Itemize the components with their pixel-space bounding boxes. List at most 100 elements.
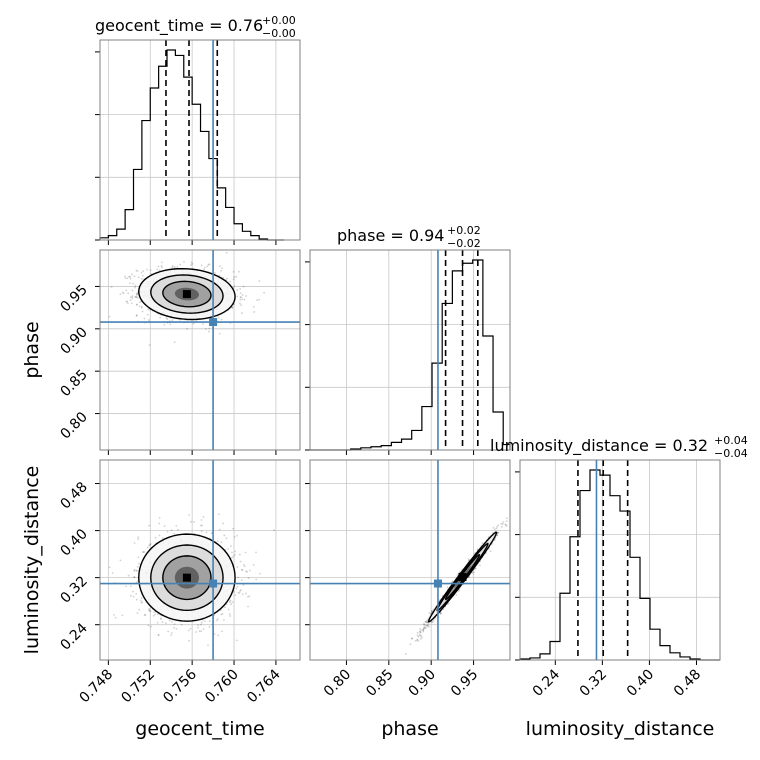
- sample-point: [231, 601, 234, 604]
- sample-point: [159, 316, 162, 319]
- x-tick-label-phase: 0.95: [448, 667, 481, 700]
- x-tick-label-luminosity-distance: 0.24: [530, 666, 563, 699]
- sample-point: [147, 624, 150, 627]
- sample-point: [129, 299, 132, 301]
- sample-point: [110, 286, 113, 288]
- sample-point: [170, 529, 173, 531]
- sample-point: [195, 631, 197, 633]
- sample-point: [451, 580, 454, 583]
- x-tick-label-luminosity-distance: 0.48: [671, 667, 704, 700]
- sample-point: [232, 286, 235, 289]
- sample-point: [121, 291, 124, 294]
- sample-point: [493, 528, 496, 531]
- sample-point: [149, 610, 152, 613]
- sample-point: [148, 524, 151, 527]
- sample-point: [504, 523, 507, 526]
- sample-point: [425, 626, 427, 629]
- sample-point: [108, 315, 111, 318]
- sample-point: [228, 613, 231, 616]
- sample-point: [426, 624, 429, 627]
- sample-point: [217, 540, 219, 543]
- sample-point: [133, 576, 136, 578]
- sample-point: [414, 639, 417, 642]
- sample-point: [419, 631, 422, 634]
- sample-point: [425, 620, 427, 623]
- sample-point: [125, 289, 128, 292]
- sample-point: [232, 278, 235, 281]
- sample-point: [140, 271, 143, 274]
- sample-point: [416, 631, 419, 634]
- sample-point: [175, 525, 178, 527]
- sample-point: [137, 538, 139, 541]
- sample-point: [136, 612, 139, 614]
- sample-point: [213, 633, 216, 635]
- sample-point: [500, 522, 503, 525]
- sample-point: [134, 286, 136, 289]
- sample-point: [223, 534, 226, 537]
- sample-point: [245, 592, 247, 595]
- sample-point: [148, 609, 151, 612]
- sample-point: [230, 545, 232, 548]
- sample-point: [134, 284, 137, 287]
- sample-point: [168, 619, 171, 622]
- sample-point: [183, 260, 185, 263]
- sample-point: [148, 344, 151, 347]
- sample-point: [129, 594, 132, 597]
- sample-point: [169, 323, 172, 326]
- sample-point: [422, 622, 425, 625]
- sample-point: [217, 513, 220, 516]
- sample-point: [240, 296, 242, 299]
- sample-point: [217, 317, 220, 319]
- sample-point: [173, 533, 176, 535]
- sample-point: [224, 606, 226, 609]
- truth-marker: [209, 318, 218, 327]
- sample-point: [205, 531, 208, 534]
- sample-point: [467, 559, 470, 562]
- sample-point: [478, 564, 481, 567]
- sample-point: [214, 272, 216, 274]
- sample-point: [202, 628, 205, 631]
- title-geocent-time: geocent_time = 0.76: [95, 16, 263, 36]
- sample-point: [114, 616, 117, 619]
- sample-point: [132, 590, 134, 593]
- panel-border: [519, 459, 721, 661]
- sample-point: [135, 314, 138, 317]
- sample-point: [208, 327, 211, 330]
- sample-point: [143, 614, 146, 616]
- sample-point: [154, 613, 156, 616]
- density-panel-geocent-time-luminosity-distance: 0.748 0.752 0.756 0.760 0.764 0.24 0.32 0.40 0.4…: [57, 459, 301, 706]
- title-geocent-time-plus: +0.00: [262, 14, 296, 27]
- sample-point: [440, 612, 443, 614]
- sample-point: [242, 583, 245, 586]
- sample-point: [430, 610, 433, 612]
- sample-point: [263, 291, 265, 294]
- histogram-geocent-time: [99, 49, 285, 241]
- sample-point: [231, 306, 234, 309]
- sample-point: [241, 298, 244, 301]
- histogram-luminosity-distance: [519, 469, 720, 661]
- sample-point: [227, 548, 230, 550]
- sample-point: [131, 302, 133, 305]
- sample-point: [424, 627, 426, 630]
- sample-point: [232, 527, 235, 530]
- sample-point: [150, 625, 152, 628]
- sample-point: [232, 555, 235, 558]
- sample-point: [140, 597, 143, 599]
- sample-point: [138, 608, 141, 611]
- sample-point: [132, 282, 135, 285]
- sample-point: [255, 578, 258, 581]
- sample-point: [496, 531, 499, 534]
- sample-point: [233, 284, 236, 287]
- sample-point: [159, 617, 162, 620]
- sample-point: [405, 653, 407, 655]
- panel-border: [309, 459, 511, 661]
- sample-point: [432, 608, 435, 611]
- sample-point: [410, 637, 413, 640]
- sample-point: [193, 521, 195, 523]
- sample-point: [273, 529, 276, 532]
- sample-point: [225, 537, 228, 540]
- sample-point: [432, 619, 435, 622]
- sample-point: [244, 551, 247, 554]
- sample-point: [236, 639, 238, 642]
